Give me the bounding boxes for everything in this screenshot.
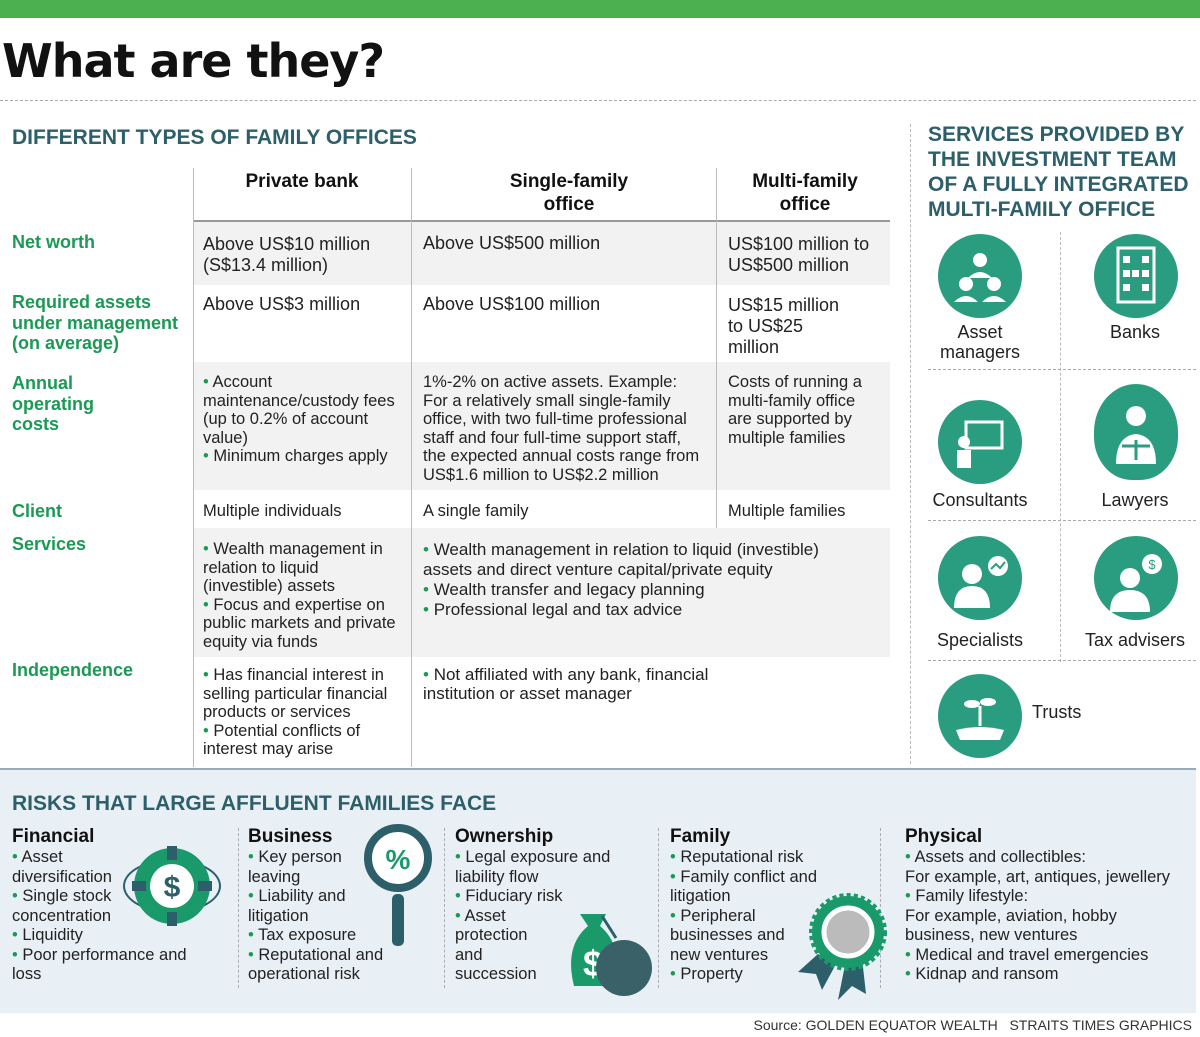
- money-bag-ball-chain-icon: $: [560, 902, 655, 1007]
- service-banks: Banks: [1109, 322, 1161, 342]
- magnifier-percent-icon: %: [360, 824, 436, 959]
- services-heading: SERVICES PROVIDED BY THE INVESTMENT TEAM…: [928, 123, 1189, 221]
- divider: [928, 369, 1196, 370]
- risk-group-business: Business • Key person leaving • Liabilit…: [248, 826, 384, 983]
- divider: [444, 828, 445, 988]
- col-header-single-family: Single-family office: [509, 171, 629, 215]
- cell: A single family: [423, 502, 529, 520]
- col-header-multi-family: Multi-family office: [752, 171, 858, 215]
- service-consultants: Consultants: [932, 490, 1028, 510]
- divider: [928, 520, 1196, 521]
- cell: Multiple individuals: [203, 502, 342, 520]
- row-label: Net worth: [12, 232, 95, 252]
- award-ribbon-icon: [788, 884, 888, 1009]
- service-lawyers: Lawyers: [1101, 490, 1169, 510]
- cell: Above US$10 million (S$13.4 million): [203, 234, 371, 275]
- row-shade: [193, 362, 890, 490]
- lifebuoy-dollar-icon: $: [122, 834, 222, 939]
- row-shade: [193, 222, 890, 285]
- divider: [0, 100, 1196, 101]
- cell: Above US$100 million: [423, 294, 601, 314]
- svg-text:$: $: [1148, 557, 1156, 572]
- risk-group-financial: Financial • Asset diversification • Sing…: [12, 826, 187, 983]
- cell: • Not affiliated with any bank, financia…: [423, 665, 709, 703]
- people-icon: [938, 234, 1022, 318]
- service-trusts: Trusts: [1032, 702, 1082, 722]
- source-credit: Source: GOLDEN EQUATOR WEALTH STRAITS TI…: [753, 1017, 1193, 1033]
- cell: 1%-2% on active assets. Example: For a r…: [423, 373, 700, 484]
- row-shade: [193, 528, 890, 657]
- risk-group-ownership: Ownership • Legal exposure and liability…: [455, 826, 611, 983]
- col-header-private-bank: Private bank: [245, 171, 359, 192]
- cell: Costs of running a multi-family office a…: [728, 373, 862, 447]
- row-label: Client: [12, 501, 63, 521]
- risks-heading: RISKS THAT LARGE AFFLUENT FAMILIES FACE: [12, 792, 497, 815]
- svg-text:%: %: [386, 844, 411, 875]
- cell: Multiple families: [728, 502, 846, 520]
- cell: • Has financial interest in selling part…: [203, 666, 388, 758]
- tax-adviser-icon: $: [1094, 536, 1178, 620]
- service-tax-advisers: Tax advisers: [1084, 630, 1186, 650]
- divider: [928, 660, 1196, 661]
- risk-group-physical: Physical • Assets and collectibles: For …: [905, 826, 1171, 983]
- page-title: What are they?: [2, 34, 385, 88]
- plant-hand-icon: [938, 674, 1022, 758]
- cell: • Wealth management in relation to liqui…: [203, 540, 396, 651]
- col-line: [716, 168, 717, 528]
- top-bar: [0, 0, 1200, 18]
- row-label: Required assets under management (on ave…: [12, 292, 179, 353]
- risk-group-family: Family • Reputational risk • Family conf…: [670, 826, 818, 983]
- divider: [1060, 232, 1061, 662]
- divider: [658, 828, 659, 988]
- service-asset-managers: Asset managers: [939, 322, 1021, 362]
- cell: Above US$500 million: [423, 233, 601, 253]
- cell: Above US$3 million: [203, 294, 361, 314]
- cell: • Wealth management in relation to liqui…: [423, 540, 819, 619]
- divider: [238, 828, 239, 988]
- cell: US$100 million to US$500 million: [728, 234, 870, 275]
- types-heading: DIFFERENT TYPES OF FAMILY OFFICES: [12, 126, 417, 149]
- lawyer-scales-icon: [1094, 384, 1178, 480]
- divider: [880, 828, 881, 988]
- row-label: Services: [12, 534, 87, 554]
- cell: US$15 million to US$25 million: [728, 295, 840, 357]
- service-specialists: Specialists: [936, 630, 1024, 650]
- bank-building-icon: [1094, 234, 1178, 318]
- header-rule: [193, 220, 890, 222]
- cell: • Account maintenance/custody fees (up t…: [203, 373, 395, 465]
- presentation-icon: [938, 400, 1022, 484]
- col-line: [411, 168, 412, 767]
- panel-divider: [910, 124, 911, 764]
- row-label: Annual operating costs: [12, 373, 95, 434]
- col-line: [193, 168, 194, 767]
- row-label: Independence: [12, 660, 134, 680]
- svg-text:$: $: [164, 871, 181, 904]
- specialist-chart-icon: [938, 536, 1022, 620]
